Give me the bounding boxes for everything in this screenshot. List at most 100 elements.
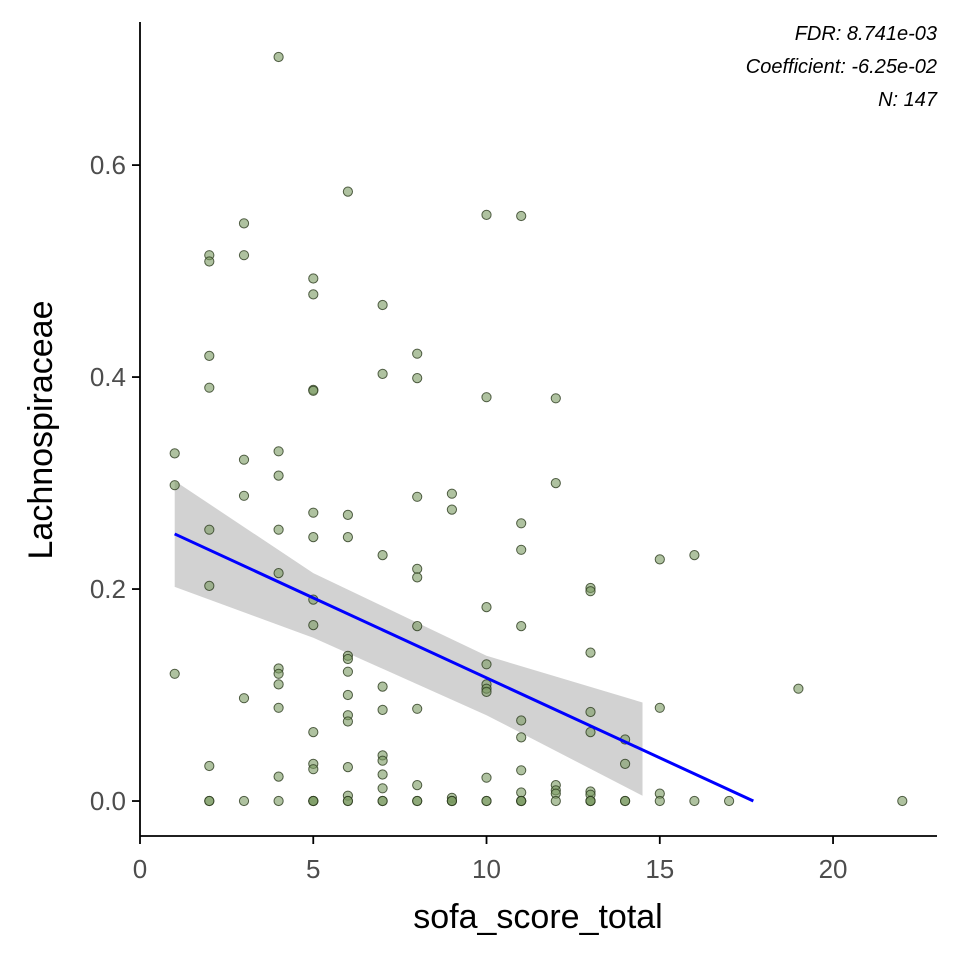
data-point <box>342 689 353 701</box>
data-point <box>516 787 527 798</box>
data-point <box>308 764 319 775</box>
data-point <box>273 679 284 690</box>
data-point <box>238 693 250 704</box>
data-point <box>204 382 215 393</box>
data-point <box>342 762 353 773</box>
data-point <box>273 470 284 481</box>
x-tick-label: 0 <box>133 854 147 884</box>
data-point <box>238 795 250 807</box>
data-point <box>308 507 319 518</box>
ticks-layer: 0 5 10 15 20 0.0 0.2 0.4 0.6 <box>90 150 848 884</box>
data-point <box>412 563 423 575</box>
data-point <box>342 532 353 543</box>
data-point <box>273 771 284 782</box>
data-point <box>585 795 596 807</box>
confidence-band-layer <box>174 480 643 796</box>
y-tick-label: 0.2 <box>90 574 126 604</box>
data-point <box>377 368 388 379</box>
data-point <box>412 621 423 632</box>
regression-line <box>174 532 754 803</box>
data-point <box>516 544 527 555</box>
fit-line-layer <box>174 532 754 803</box>
data-point <box>446 504 457 515</box>
data-point <box>412 780 423 791</box>
axes-layer <box>139 22 937 837</box>
data-point <box>169 448 180 459</box>
data-point <box>273 51 284 63</box>
y-tick-label: 0.6 <box>90 150 126 180</box>
data-point <box>481 772 492 783</box>
data-point <box>204 350 215 361</box>
data-point <box>238 490 250 501</box>
data-point <box>516 210 527 222</box>
data-point <box>377 550 388 561</box>
data-point <box>342 716 353 727</box>
data-point <box>585 647 596 658</box>
data-point <box>446 795 457 807</box>
data-point <box>550 393 561 404</box>
x-tick-label: 15 <box>645 854 674 884</box>
x-tick-label: 20 <box>819 854 848 884</box>
data-point <box>481 659 492 670</box>
data-point <box>273 446 284 457</box>
data-point <box>308 727 319 738</box>
data-point <box>620 758 631 770</box>
data-point <box>204 795 215 807</box>
x-axis-title: sofa_score_total <box>413 898 663 936</box>
y-axis-title: Lachnospiraceae <box>22 301 60 560</box>
y-tick-label: 0.0 <box>90 786 126 816</box>
data-point <box>308 795 319 807</box>
data-point <box>412 703 423 714</box>
data-point <box>516 715 527 726</box>
data-point <box>273 568 284 579</box>
data-point <box>204 580 215 592</box>
data-point <box>377 795 388 807</box>
data-point <box>342 653 353 665</box>
data-point <box>342 509 353 521</box>
data-point <box>516 765 527 776</box>
data-point <box>689 795 700 807</box>
data-point <box>238 218 250 229</box>
data-point <box>412 373 423 384</box>
data-point <box>550 795 561 807</box>
data-point <box>169 668 180 679</box>
data-point <box>793 683 804 694</box>
data-point <box>377 299 388 311</box>
coefficient-annotation: Coefficient: -6.25e-02 <box>746 56 937 78</box>
data-point <box>585 586 596 597</box>
data-point <box>308 620 319 631</box>
data-point <box>377 755 388 766</box>
data-point <box>308 289 319 300</box>
data-point <box>654 702 665 713</box>
data-point <box>238 250 250 261</box>
data-point <box>342 666 353 677</box>
data-point <box>481 209 492 220</box>
data-point <box>308 532 319 543</box>
x-tick-label: 5 <box>306 854 320 884</box>
data-point <box>204 524 215 535</box>
confidence-band <box>174 480 643 796</box>
data-point <box>446 488 457 499</box>
data-point <box>516 518 527 529</box>
data-point <box>377 704 388 716</box>
data-point <box>897 795 908 807</box>
data-point <box>481 392 492 403</box>
data-point <box>481 602 492 613</box>
data-point <box>550 478 561 489</box>
data-point <box>516 795 527 807</box>
data-point <box>412 491 423 502</box>
fdr-annotation: FDR: 8.741e-03 <box>795 23 937 45</box>
data-point <box>620 795 631 807</box>
data-point <box>516 732 527 743</box>
n-annotation: N: 147 <box>878 89 938 111</box>
data-point <box>273 524 284 535</box>
data-point <box>654 795 665 807</box>
x-tick-label: 10 <box>472 854 501 884</box>
data-point <box>412 348 423 359</box>
data-point <box>377 681 388 692</box>
data-point <box>308 273 319 284</box>
data-point <box>238 454 250 465</box>
data-point <box>377 769 388 780</box>
data-point <box>273 702 284 713</box>
